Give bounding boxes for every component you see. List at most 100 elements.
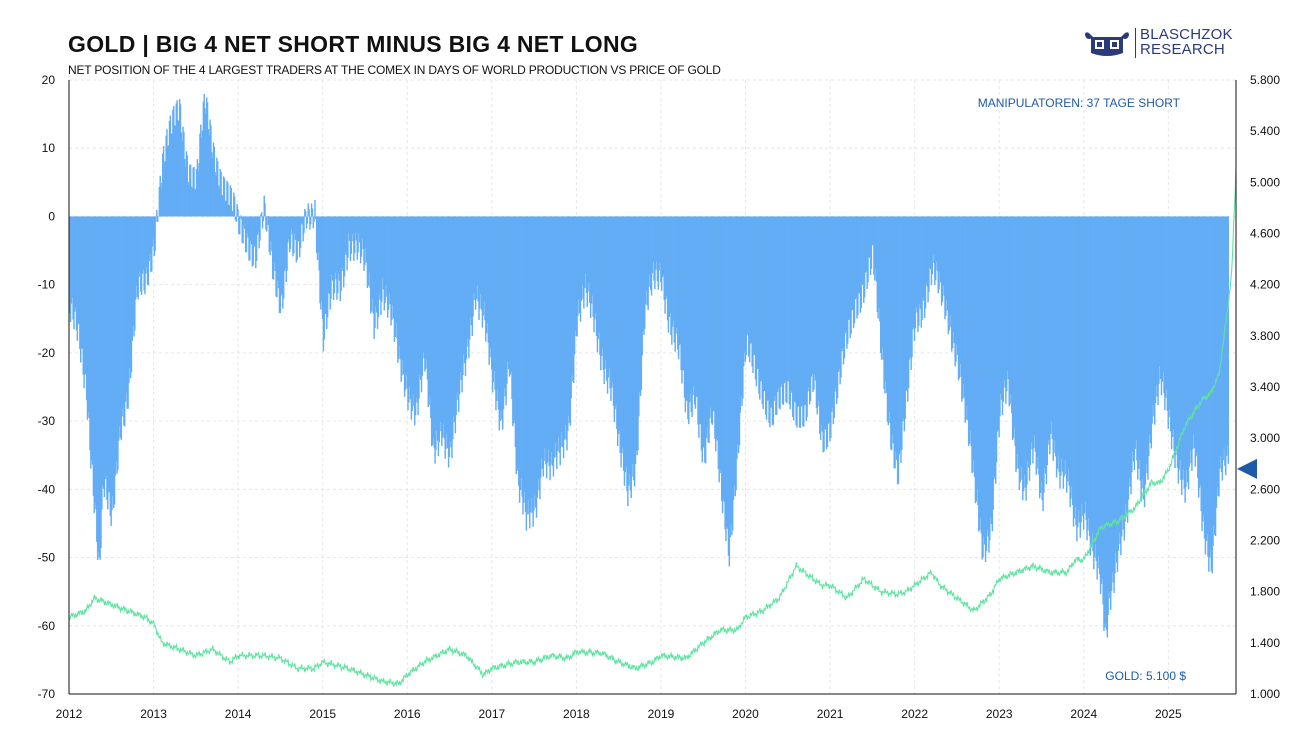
net-position-bar <box>899 216 901 451</box>
net-position-bar <box>690 216 692 413</box>
net-position-bar <box>96 216 98 542</box>
net-position-bar <box>1049 216 1052 434</box>
net-position-bar <box>804 216 807 405</box>
net-position-bar <box>819 216 822 440</box>
manipulators-annotation: MANIPULATOREN: 37 TAGE SHORT <box>978 96 1181 110</box>
net-position-bar <box>759 216 761 400</box>
net-position-bar <box>482 216 484 316</box>
net-position-bar <box>659 216 661 263</box>
net-position-bar <box>195 169 198 217</box>
net-position-bar <box>407 216 409 411</box>
net-position-bar <box>375 216 377 307</box>
logo-separator <box>1135 28 1136 58</box>
net-position-bar <box>344 216 347 253</box>
net-position-bar <box>853 216 856 324</box>
net-position-bar <box>472 216 474 317</box>
net-position-bar <box>89 216 91 451</box>
net-position-bar <box>556 216 559 452</box>
net-position-bar <box>684 216 687 413</box>
net-position-bar <box>475 216 478 300</box>
net-position-bar <box>203 94 205 217</box>
net-position-bar <box>271 216 273 251</box>
net-position-bar <box>515 216 517 475</box>
net-position-bar <box>189 164 192 217</box>
net-position-bar <box>865 216 868 272</box>
net-position-bar <box>374 216 376 329</box>
net-position-bar <box>584 216 587 274</box>
net-position-bar <box>717 216 720 469</box>
net-position-bar <box>1123 216 1125 541</box>
net-position-bar <box>753 216 756 355</box>
net-position-bar <box>227 204 230 217</box>
net-position-bar <box>762 216 764 410</box>
net-position-bar <box>496 216 498 401</box>
left-tick-label: -70 <box>38 687 56 701</box>
net-position-bar <box>204 108 206 217</box>
net-position-bar <box>162 153 164 217</box>
net-position-bar <box>963 216 966 398</box>
net-position-bar <box>222 196 224 217</box>
net-position-bar <box>326 216 329 318</box>
net-position-bar <box>1112 216 1114 583</box>
net-position-bar <box>335 216 337 280</box>
net-position-bar <box>471 216 473 336</box>
net-position-bar <box>937 216 939 294</box>
net-position-bar <box>1088 216 1090 519</box>
net-position-bar <box>176 100 178 217</box>
net-position-bar <box>1161 216 1164 382</box>
net-position-bar <box>703 216 705 448</box>
net-position-bar <box>764 216 767 415</box>
net-position-bar <box>92 216 95 496</box>
net-position-bar <box>267 216 270 226</box>
net-position-bar <box>1169 216 1171 410</box>
net-position-bar <box>117 216 119 471</box>
net-position-bar <box>1164 216 1167 398</box>
net-position-bar <box>463 216 465 355</box>
net-position-bar <box>1033 216 1036 436</box>
net-position-bar <box>636 216 638 456</box>
net-position-bar <box>397 216 399 363</box>
net-position-bar <box>971 216 973 474</box>
net-position-bar <box>1137 216 1139 480</box>
net-position-bar <box>1218 216 1220 497</box>
net-position-bar <box>1022 216 1024 501</box>
net-position-bar <box>1011 216 1014 441</box>
net-position-bar <box>532 216 534 527</box>
net-position-bar <box>550 216 552 465</box>
net-position-bar <box>540 216 543 459</box>
net-position-bar <box>707 216 709 443</box>
net-position-bar <box>922 216 924 298</box>
net-position-bar <box>501 216 504 430</box>
net-position-bar <box>301 216 303 225</box>
x-tick-label: 2012 <box>56 707 83 721</box>
net-position-bar <box>276 216 278 298</box>
net-position-bar <box>164 161 167 217</box>
net-position-bar <box>637 216 639 451</box>
net-position-bar <box>444 216 446 459</box>
net-position-bar <box>825 216 828 450</box>
net-position-bar <box>443 216 446 439</box>
net-position-bar <box>491 216 494 393</box>
net-position-bar <box>721 216 724 514</box>
net-position-bar <box>127 216 129 409</box>
net-position-bar <box>705 216 708 438</box>
net-position-bar <box>1177 216 1180 484</box>
net-position-bar <box>441 216 444 438</box>
x-tick-label: 2020 <box>732 707 759 721</box>
net-position-bar <box>910 216 912 370</box>
net-position-bar <box>250 216 253 245</box>
net-position-bar <box>784 216 786 382</box>
net-position-bar <box>179 104 182 217</box>
net-position-bar <box>1124 216 1126 522</box>
net-position-bar <box>828 216 830 423</box>
net-position-bar <box>225 200 227 217</box>
net-position-bar <box>969 216 972 432</box>
net-position-bar <box>818 216 820 407</box>
net-position-bar <box>177 120 179 217</box>
net-position-bar <box>150 216 152 272</box>
net-position-bar <box>224 200 227 217</box>
net-position-bar <box>234 216 237 221</box>
net-position-bar <box>223 178 226 217</box>
net-position-bar <box>231 210 233 217</box>
net-position-bar <box>852 216 854 310</box>
